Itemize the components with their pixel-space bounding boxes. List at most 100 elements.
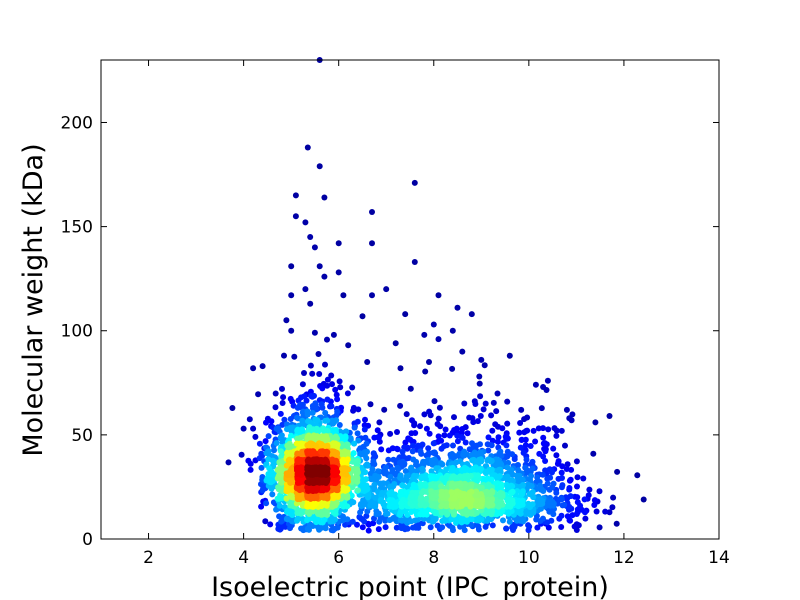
data-point: [542, 467, 549, 474]
data-point: [299, 381, 306, 388]
data-point: [309, 523, 316, 529]
data-point: [322, 417, 329, 424]
data-point: [246, 416, 253, 423]
data-point: [562, 442, 568, 449]
data-point: [397, 488, 404, 495]
data-point: [323, 450, 330, 457]
data-point: [542, 458, 549, 464]
data-point: [304, 144, 311, 151]
data-point: [390, 456, 397, 463]
data-point: [602, 508, 609, 515]
data-point: [482, 468, 489, 475]
data-point: [359, 524, 366, 531]
data-point: [364, 462, 371, 469]
data-point: [324, 396, 331, 403]
data-point: [276, 502, 283, 509]
data-point: [566, 503, 573, 510]
data-point: [386, 490, 393, 497]
data-point: [503, 481, 510, 488]
data-point: [259, 363, 266, 370]
data-point: [558, 512, 565, 519]
data-point: [558, 524, 565, 530]
data-point: [481, 362, 488, 369]
data-point: [532, 381, 539, 388]
data-point: [466, 473, 473, 480]
data-point: [399, 458, 406, 465]
data-point: [354, 430, 361, 437]
data-point: [298, 510, 304, 517]
data-point: [581, 496, 588, 503]
data-point: [238, 451, 245, 458]
data-point: [319, 519, 326, 526]
data-point: [508, 489, 515, 496]
data-point: [559, 482, 566, 489]
data-point: [316, 263, 323, 270]
data-point: [411, 259, 418, 265]
data-point: [354, 466, 361, 473]
data-point: [410, 524, 416, 531]
data-point: [291, 353, 298, 360]
data-point: [488, 516, 495, 523]
data-point: [321, 194, 328, 201]
data-point: [362, 416, 368, 423]
data-point: [462, 439, 469, 446]
data-point: [477, 413, 484, 419]
data-point: [591, 497, 598, 504]
data-point: [398, 500, 405, 507]
data-point: [590, 450, 597, 457]
data-point: [357, 450, 364, 457]
data-point: [534, 524, 541, 531]
data-point: [258, 503, 265, 510]
data-point: [566, 477, 573, 484]
data-point: [493, 408, 500, 415]
data-point: [283, 317, 290, 324]
data-point: [568, 417, 575, 424]
data-point: [477, 503, 484, 510]
data-point: [354, 521, 360, 528]
data-point: [551, 425, 558, 432]
data-point: [499, 425, 506, 432]
data-point: [351, 440, 358, 447]
data-point: [422, 483, 429, 490]
data-point: [299, 515, 305, 522]
data-point: [640, 496, 647, 503]
data-point: [379, 480, 386, 487]
data-point: [461, 400, 468, 407]
data-point: [504, 420, 511, 427]
data-point: [498, 509, 505, 516]
data-point: [294, 414, 300, 421]
data-point: [250, 425, 257, 432]
data-point: [506, 518, 513, 525]
data-point: [463, 507, 470, 514]
data-point: [539, 471, 546, 478]
data-point: [304, 502, 311, 509]
data-point: [494, 438, 501, 445]
data-point: [382, 524, 389, 531]
data-point: [419, 489, 425, 496]
data-point: [310, 456, 317, 463]
data-point: [564, 461, 571, 468]
data-point: [276, 513, 283, 520]
data-point: [319, 404, 326, 411]
data-point: [354, 457, 361, 464]
data-point: [476, 517, 483, 524]
data-point: [614, 468, 621, 475]
x-tick-label: 14: [708, 548, 730, 568]
data-point: [301, 370, 307, 376]
data-point: [549, 498, 556, 505]
data-point: [351, 420, 358, 427]
data-point: [399, 517, 406, 524]
data-point: [322, 494, 328, 500]
data-point: [448, 475, 455, 482]
data-point: [461, 448, 468, 455]
data-point: [476, 373, 483, 380]
data-point: [476, 380, 483, 387]
data-point: [403, 455, 410, 462]
data-point: [504, 398, 511, 405]
data-point: [443, 502, 450, 509]
data-point: [468, 521, 475, 528]
data-point: [256, 440, 263, 447]
data-point: [488, 442, 495, 449]
x-tick-label: 10: [518, 548, 540, 568]
data-point: [365, 521, 372, 528]
